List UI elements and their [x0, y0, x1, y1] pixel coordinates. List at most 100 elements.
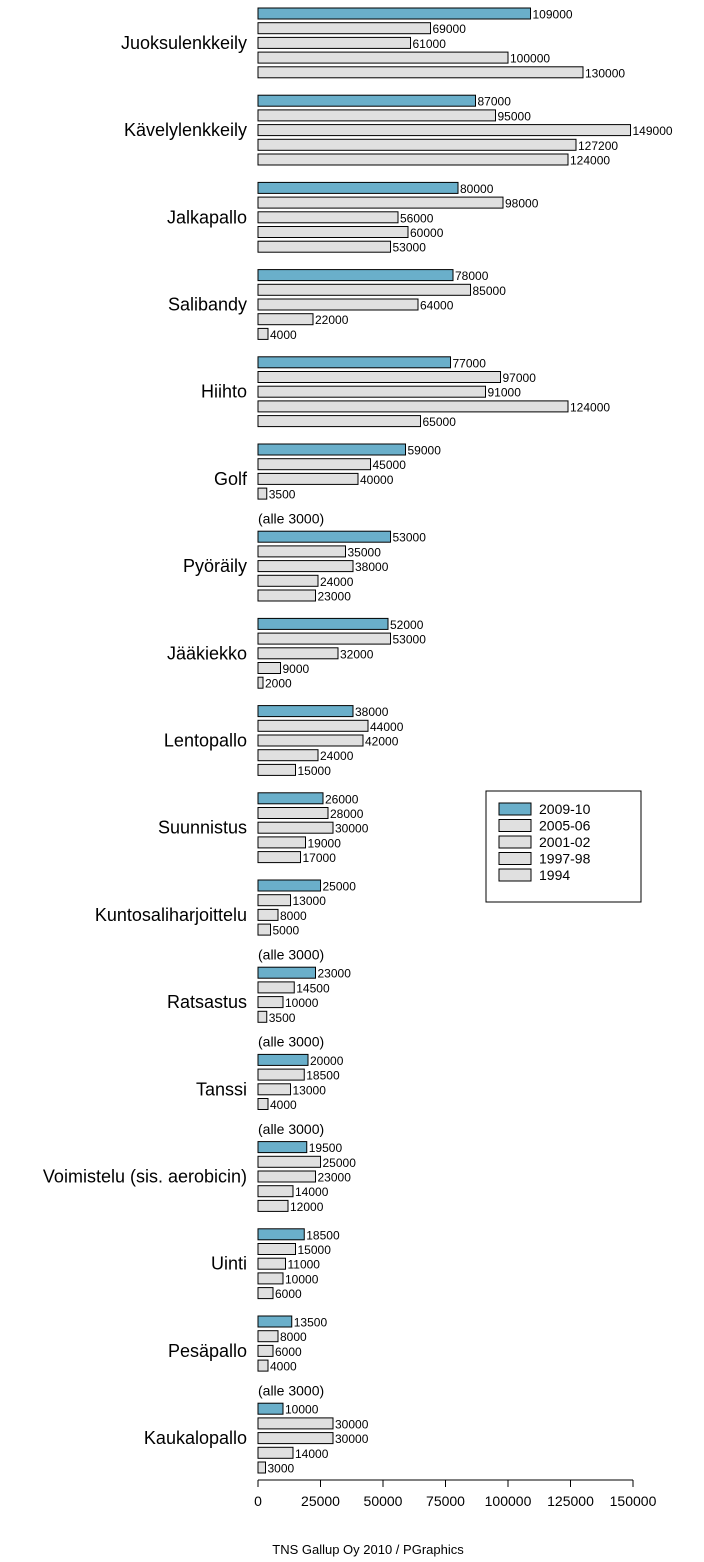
- bar-py-r-ily-1994: [257, 589, 316, 602]
- value-label: 28000: [330, 807, 364, 821]
- value-label: 38000: [355, 560, 389, 574]
- value-label: 30000: [335, 1417, 369, 1431]
- x-tick-label: 150000: [610, 1493, 657, 1509]
- category-label-kuntosaliharjoittelu: Kuntosaliharjoittelu: [95, 905, 247, 925]
- value-label: 14000: [295, 1185, 329, 1199]
- bar-j-kiekko-1994: [257, 676, 264, 689]
- bar-juoksulenkkeily-1997-98: [257, 51, 509, 64]
- legend-label-2001-02: 2001-02: [539, 834, 591, 850]
- value-label: 59000: [408, 444, 442, 458]
- value-label: 25000: [323, 880, 357, 894]
- bar-suunnistus-1994: [257, 851, 301, 864]
- bar-kaukalopallo-2009-10: [257, 1402, 284, 1415]
- value-label: 3500: [269, 1011, 296, 1025]
- bar-py-r-ily-2005-06: [257, 545, 346, 558]
- bar-kaukalopallo-2005-06: [257, 1417, 334, 1430]
- bar-salibandy-2001-02: [257, 298, 419, 311]
- bar-py-r-ily-2009-10: [257, 530, 391, 543]
- bar-lentopallo-2001-02: [257, 734, 364, 747]
- bar-juoksulenkkeily-2005-06: [257, 22, 431, 35]
- note-label: (alle 3000): [258, 511, 324, 527]
- bar-ratsastus-2005-06: [257, 981, 295, 994]
- value-label: 12000: [290, 1200, 324, 1214]
- value-label: 23000: [318, 590, 352, 604]
- bars-layer: [257, 7, 631, 1474]
- value-label: 9000: [283, 662, 310, 676]
- bar-pes-pallo-2001-02: [257, 1344, 274, 1357]
- value-label: 5000: [273, 924, 300, 938]
- bar-salibandy-2009-10: [257, 269, 454, 282]
- bar-voimistelu-sis-aerobicin-1997-98: [257, 1185, 294, 1198]
- bar-hiihto-2009-10: [257, 356, 451, 369]
- category-label-py-r-ily: Pyöräily: [183, 556, 247, 576]
- x-tick-label: 125000: [547, 1493, 594, 1509]
- category-label-tanssi: Tanssi: [196, 1079, 247, 1099]
- bar-jalkapallo-1994: [257, 240, 391, 253]
- value-label: 40000: [360, 473, 394, 487]
- legend-swatch-2009-10: [498, 802, 532, 816]
- value-label: 77000: [453, 356, 487, 370]
- value-label: 19000: [308, 836, 342, 850]
- category-label-golf: Golf: [214, 469, 248, 489]
- bar-salibandy-1997-98: [257, 313, 314, 326]
- value-label: 130000: [585, 66, 625, 80]
- bar-hiihto-1997-98: [257, 400, 569, 413]
- category-label-j-kiekko: Jääkiekko: [167, 643, 247, 663]
- legend-swatch-1997-98: [498, 852, 532, 865]
- note-label: (alle 3000): [258, 1121, 324, 1137]
- value-label: 124000: [570, 154, 610, 168]
- value-label: 53000: [393, 241, 427, 255]
- value-label: 32000: [340, 647, 374, 661]
- value-label: 56000: [400, 211, 434, 225]
- bar-juoksulenkkeily-1994: [257, 66, 584, 79]
- value-label: 100000: [510, 52, 550, 66]
- value-label: 87000: [478, 95, 512, 109]
- bar-pes-pallo-2009-10: [257, 1315, 293, 1328]
- value-label: 10000: [285, 1403, 319, 1417]
- value-label: 30000: [335, 1432, 369, 1446]
- value-label: 14500: [296, 981, 330, 995]
- value-label: 23000: [318, 1171, 352, 1185]
- value-label: 19500: [309, 1141, 343, 1155]
- category-label-hiihto: Hiihto: [201, 382, 247, 402]
- bar-juoksulenkkeily-2009-10: [257, 7, 531, 20]
- value-label: 78000: [455, 269, 489, 283]
- value-label: 23000: [318, 967, 352, 981]
- legend-label-1994: 1994: [539, 867, 570, 883]
- bar-hiihto-2005-06: [257, 371, 501, 383]
- value-label: 8000: [280, 1330, 307, 1344]
- value-label: 13000: [293, 1083, 327, 1097]
- bar-py-r-ily-2001-02: [257, 560, 354, 573]
- bar-voimistelu-sis-aerobicin-2009-10: [257, 1141, 308, 1154]
- category-label-lentopallo: Lentopallo: [164, 731, 247, 751]
- bar-j-kiekko-2005-06: [257, 632, 391, 645]
- category-label-juoksulenkkeily: Juoksulenkkeily: [121, 33, 247, 53]
- value-label: 17000: [303, 851, 337, 865]
- category-label-suunnistus: Suunnistus: [158, 818, 247, 838]
- note-label: (alle 3000): [258, 1034, 324, 1050]
- bar-salibandy-1994: [257, 327, 269, 340]
- bar-k-velylenkkeily-2005-06: [257, 109, 496, 122]
- value-label: 25000: [323, 1156, 357, 1170]
- bar-ratsastus-2009-10: [257, 966, 316, 979]
- bar-lentopallo-2005-06: [257, 719, 369, 732]
- category-label-ratsastus: Ratsastus: [167, 992, 247, 1012]
- legend-swatch-1994: [498, 868, 532, 882]
- value-label: 4000: [270, 1098, 297, 1112]
- bar-j-kiekko-2001-02: [257, 647, 339, 660]
- value-label: 22000: [315, 313, 349, 327]
- bar-uinti-2005-06: [257, 1243, 296, 1255]
- value-label: 24000: [320, 749, 354, 763]
- value-label: 26000: [325, 792, 359, 806]
- bar-py-r-ily-1997-98: [257, 574, 319, 587]
- bar-pes-pallo-2005-06: [257, 1330, 279, 1343]
- value-label: 11000: [288, 1258, 321, 1272]
- bar-voimistelu-sis-aerobicin-2001-02: [257, 1170, 316, 1183]
- category-label-voimistelu-sis-aerobicin: Voimistelu (sis. aerobicin): [43, 1167, 247, 1187]
- bar-voimistelu-sis-aerobicin-2005-06: [257, 1155, 321, 1168]
- legend-label-2005-06: 2005-06: [539, 818, 591, 834]
- value-label: 91000: [488, 386, 522, 400]
- value-label: 65000: [423, 415, 457, 429]
- category-label-pes-pallo: Pesäpallo: [168, 1341, 247, 1361]
